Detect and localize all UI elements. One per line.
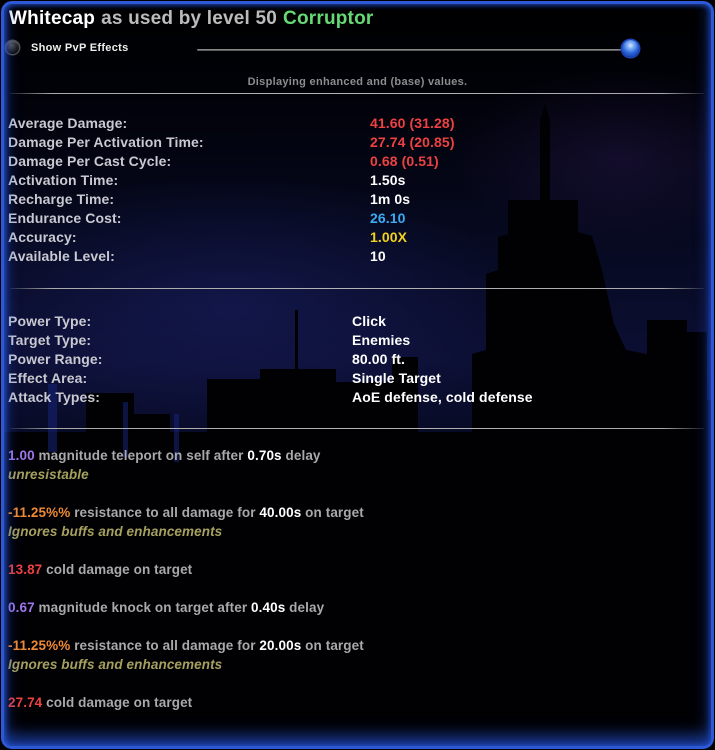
stat-value: 1.50s xyxy=(370,172,406,188)
effect-line: 27.74 cold damage on target xyxy=(8,693,707,712)
effect-segment: -11.25%% xyxy=(8,638,71,653)
power-name: Whitecap xyxy=(9,8,96,29)
divider xyxy=(10,428,704,429)
effect-segment: 0.70s xyxy=(247,448,282,463)
effect-group: 0.67 magnitude knock on target after 0.4… xyxy=(8,598,707,617)
stat-value: 1m 0s xyxy=(370,191,411,207)
effect-line: 1.00 magnitude teleport on self after 0.… xyxy=(8,446,707,465)
effect-segment: magnitude teleport on self after xyxy=(34,448,248,463)
stat-row: Recharge Time: 1m 0s xyxy=(8,190,707,209)
effect-group: 1.00 magnitude teleport on self after 0.… xyxy=(8,446,707,484)
info-label: Effect Area: xyxy=(8,370,88,386)
effect-note: Ignores buffs and enhancements xyxy=(8,524,223,539)
info-value: AoE defense, cold defense xyxy=(352,389,533,405)
stat-row: Accuracy: 1.00X xyxy=(8,228,707,247)
effect-segment: 40.00s xyxy=(259,505,302,520)
info-value: Enemies xyxy=(352,332,411,348)
archetype-name: Corruptor xyxy=(283,8,374,29)
effect-segment: delay xyxy=(285,600,325,615)
effect-segment: on target xyxy=(301,505,364,520)
info-row: Effect Area: Single Target xyxy=(8,369,707,388)
stat-row: Activation Time: 1.50s xyxy=(8,171,707,190)
pvp-toggle-label: Show PvP Effects xyxy=(31,42,129,54)
divider xyxy=(10,93,704,94)
stat-label: Accuracy: xyxy=(8,229,77,245)
stat-label: Endurance Cost: xyxy=(8,210,122,226)
stat-row: Damage Per Cast Cycle: 0.68 (0.51) xyxy=(8,152,707,171)
power-title: Whitecap as used by level 50 Corruptor xyxy=(9,8,374,30)
stat-row: Damage Per Activation Time: 27.74 (20.85) xyxy=(8,133,707,152)
info-value: Click xyxy=(352,313,386,329)
effects-list: 1.00 magnitude teleport on self after 0.… xyxy=(8,446,707,731)
stat-label: Available Level: xyxy=(8,248,115,264)
info-label: Attack Types: xyxy=(8,389,101,405)
effect-group: -11.25%% resistance to all damage for 40… xyxy=(8,503,707,541)
effect-segment: on target xyxy=(301,638,364,653)
effect-segment: 0.40s xyxy=(251,600,286,615)
effect-line: -11.25%% resistance to all damage for 20… xyxy=(8,636,707,655)
effect-segment: 13.87 xyxy=(8,562,43,577)
stat-value: 10 xyxy=(370,248,386,264)
stat-label: Activation Time: xyxy=(8,172,119,188)
stat-row: Average Damage: 41.60 (31.28) xyxy=(8,114,707,133)
info-row: Attack Types: AoE defense, cold defense xyxy=(8,388,707,407)
info-value: Single Target xyxy=(352,370,441,386)
stat-value: 27.74 (20.85) xyxy=(370,134,455,150)
enhancement-level-slider[interactable] xyxy=(197,40,639,57)
power-title-subtitle: as used by level 50 xyxy=(101,8,278,29)
pvp-radio-button[interactable] xyxy=(6,41,19,54)
info-label: Power Range: xyxy=(8,351,103,367)
effect-group: 27.74 cold damage on target xyxy=(8,693,707,712)
effect-line: -11.25%% resistance to all damage for 40… xyxy=(8,503,707,522)
effect-segment: cold damage on target xyxy=(42,695,193,710)
effect-segment: 27.74 xyxy=(8,695,43,710)
effect-segment: resistance to all damage for xyxy=(70,638,260,653)
info-label: Power Type: xyxy=(8,313,92,329)
effect-line: 13.87 cold damage on target xyxy=(8,560,707,579)
effect-line: 0.67 magnitude knock on target after 0.4… xyxy=(8,598,707,617)
effect-segment: delay xyxy=(281,448,321,463)
stat-row: Endurance Cost: 26.10 xyxy=(8,209,707,228)
effect-segment: -11.25%% xyxy=(8,505,71,520)
info-label: Target Type: xyxy=(8,332,92,348)
stat-label: Damage Per Activation Time: xyxy=(8,134,204,150)
stat-value: 41.60 (31.28) xyxy=(370,115,455,131)
info-value: 80.00 ft. xyxy=(352,351,406,367)
effect-segment: cold damage on target xyxy=(42,562,193,577)
info-row: Power Range: 80.00 ft. xyxy=(8,350,707,369)
power-info-table: Power Type: Click Target Type: Enemies Power… xyxy=(8,312,707,407)
slider-track[interactable] xyxy=(197,49,632,51)
stat-label: Damage Per Cast Cycle: xyxy=(8,153,172,169)
effect-segment: 1.00 xyxy=(8,448,35,463)
stat-label: Average Damage: xyxy=(8,115,128,131)
effect-segment: 20.00s xyxy=(259,638,302,653)
divider xyxy=(10,288,704,289)
effect-note: Ignores buffs and enhancements xyxy=(8,657,223,672)
stat-value: 1.00X xyxy=(370,229,408,245)
info-row: Target Type: Enemies xyxy=(8,331,707,350)
stat-value: 0.68 (0.51) xyxy=(370,153,439,169)
info-row: Power Type: Click xyxy=(8,312,707,331)
display-note: Displaying enhanced and (base) values. xyxy=(247,76,468,88)
effect-segment: magnitude knock on target after xyxy=(34,600,252,615)
slider-thumb[interactable] xyxy=(622,40,639,57)
effect-segment: 0.67 xyxy=(8,600,35,615)
effect-group: 13.87 cold damage on target xyxy=(8,560,707,579)
effect-group: -11.25%% resistance to all damage for 20… xyxy=(8,636,707,674)
stat-value: 26.10 xyxy=(370,210,406,226)
damage-stats-table: Average Damage: 41.60 (31.28) Damage Per A… xyxy=(8,114,707,266)
effect-note: unresistable xyxy=(8,467,89,482)
stat-label: Recharge Time: xyxy=(8,191,115,207)
stat-row: Available Level: 10 xyxy=(8,247,707,266)
effect-segment: resistance to all damage for xyxy=(70,505,260,520)
